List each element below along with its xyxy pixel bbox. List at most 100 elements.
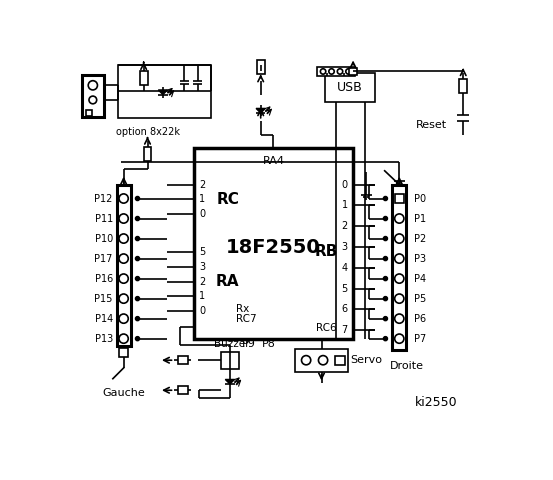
- Text: Droite: Droite: [390, 360, 424, 371]
- Circle shape: [301, 356, 311, 365]
- Circle shape: [395, 334, 404, 343]
- Text: 18F2550: 18F2550: [226, 238, 321, 257]
- Circle shape: [135, 317, 139, 321]
- Text: P3: P3: [414, 253, 426, 264]
- Bar: [178, 356, 189, 364]
- Bar: [117, 185, 131, 347]
- Polygon shape: [158, 90, 168, 95]
- Circle shape: [337, 69, 343, 74]
- Text: 6: 6: [342, 304, 348, 314]
- Text: 2: 2: [199, 180, 205, 190]
- Circle shape: [119, 214, 128, 223]
- Circle shape: [346, 69, 351, 74]
- Text: USB: USB: [337, 81, 363, 94]
- Text: P13: P13: [95, 334, 113, 344]
- Circle shape: [395, 254, 404, 263]
- Bar: [86, 110, 92, 116]
- Text: RC7: RC7: [236, 314, 257, 324]
- Text: 7: 7: [342, 325, 348, 335]
- Text: 5: 5: [342, 284, 348, 294]
- Text: 0: 0: [342, 180, 348, 190]
- Text: P9: P9: [242, 339, 256, 349]
- Text: P5: P5: [414, 294, 426, 304]
- Circle shape: [320, 69, 326, 74]
- Text: P4: P4: [414, 274, 426, 284]
- Bar: [295, 348, 348, 372]
- Circle shape: [119, 194, 128, 203]
- Text: P1: P1: [414, 214, 426, 224]
- Text: Buzzer: Buzzer: [215, 339, 250, 349]
- Circle shape: [119, 334, 128, 343]
- Polygon shape: [256, 108, 265, 113]
- Circle shape: [119, 274, 128, 283]
- Text: P6: P6: [414, 313, 426, 324]
- Bar: [335, 356, 345, 365]
- Circle shape: [384, 216, 387, 220]
- Text: P15: P15: [95, 294, 113, 304]
- Bar: [317, 67, 356, 76]
- Text: 0: 0: [199, 209, 205, 219]
- Text: 2: 2: [199, 276, 205, 287]
- Text: 1: 1: [199, 194, 205, 204]
- Circle shape: [135, 276, 139, 280]
- Text: P8: P8: [262, 339, 276, 349]
- Circle shape: [135, 297, 139, 300]
- Circle shape: [135, 237, 139, 240]
- Circle shape: [395, 214, 404, 223]
- Circle shape: [384, 276, 387, 280]
- Bar: [118, 65, 211, 118]
- Circle shape: [89, 96, 97, 104]
- Text: 1: 1: [199, 291, 205, 301]
- Circle shape: [88, 81, 97, 90]
- Circle shape: [119, 234, 128, 243]
- Circle shape: [135, 216, 139, 220]
- Text: Reset: Reset: [415, 120, 447, 131]
- Text: RB: RB: [315, 244, 338, 259]
- Text: 0: 0: [199, 306, 205, 316]
- Circle shape: [384, 317, 387, 321]
- Text: P0: P0: [414, 193, 426, 204]
- Circle shape: [119, 294, 128, 303]
- Text: 3: 3: [342, 242, 348, 252]
- Text: 4: 4: [342, 263, 348, 273]
- Bar: [140, 72, 148, 85]
- Circle shape: [384, 237, 387, 240]
- Text: P11: P11: [95, 214, 113, 224]
- Circle shape: [395, 294, 404, 303]
- Bar: [257, 60, 264, 74]
- Text: P17: P17: [95, 253, 113, 264]
- Circle shape: [384, 197, 387, 201]
- Text: P7: P7: [414, 334, 426, 344]
- Circle shape: [395, 314, 404, 323]
- Text: P12: P12: [95, 193, 113, 204]
- Circle shape: [135, 197, 139, 201]
- Text: P14: P14: [95, 313, 113, 324]
- Bar: [178, 386, 189, 394]
- Bar: [393, 185, 406, 350]
- Text: RA: RA: [216, 274, 239, 289]
- Text: Rx: Rx: [236, 304, 249, 314]
- Circle shape: [395, 274, 404, 283]
- Circle shape: [384, 297, 387, 300]
- Bar: [349, 68, 357, 75]
- Circle shape: [135, 257, 139, 261]
- Bar: [395, 194, 404, 203]
- Circle shape: [395, 234, 404, 243]
- Circle shape: [329, 69, 334, 74]
- Text: P16: P16: [95, 274, 113, 284]
- Circle shape: [119, 254, 128, 263]
- Bar: [82, 74, 103, 117]
- Text: 1: 1: [342, 201, 348, 210]
- Circle shape: [384, 337, 387, 341]
- Circle shape: [319, 356, 328, 365]
- Bar: [460, 79, 467, 93]
- Bar: [325, 73, 375, 102]
- Text: Gauche: Gauche: [102, 387, 145, 397]
- Text: RA4: RA4: [263, 156, 284, 166]
- Circle shape: [119, 314, 128, 323]
- Text: Servo: Servo: [350, 355, 382, 365]
- Bar: [194, 148, 353, 339]
- Text: 2: 2: [342, 221, 348, 231]
- Text: RC6: RC6: [316, 323, 337, 333]
- Polygon shape: [225, 380, 234, 384]
